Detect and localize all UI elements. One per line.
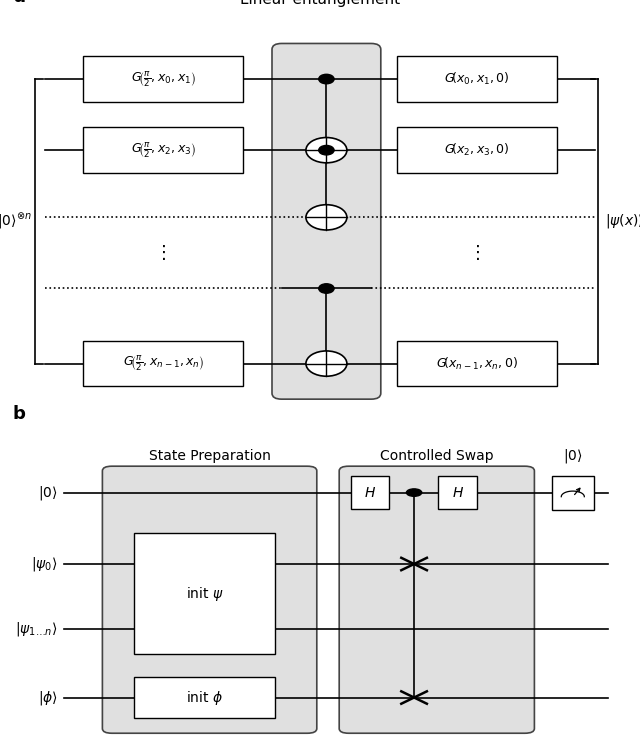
Text: $H$: $H$ bbox=[364, 485, 376, 499]
Text: b: b bbox=[13, 405, 26, 423]
Text: $G\!\left(\frac{\pi}{2},x_2,x_3\right)$: $G\!\left(\frac{\pi}{2},x_2,x_3\right)$ bbox=[131, 141, 196, 160]
Circle shape bbox=[306, 205, 347, 230]
Text: $G\!\left(\frac{\pi}{2},x_0,x_1\right)$: $G\!\left(\frac{\pi}{2},x_0,x_1\right)$ bbox=[131, 70, 196, 89]
Bar bbox=[83, 56, 243, 102]
Text: $|\psi_0\rangle$: $|\psi_0\rangle$ bbox=[31, 555, 58, 573]
Bar bbox=[397, 56, 557, 102]
Bar bbox=[83, 127, 243, 173]
Bar bbox=[438, 476, 477, 509]
Text: Controlled Swap: Controlled Swap bbox=[380, 449, 493, 463]
Circle shape bbox=[319, 145, 334, 155]
Text: $G\!\left(x_2,x_3,0\right)$: $G\!\left(x_2,x_3,0\right)$ bbox=[444, 142, 509, 159]
Text: $|0\rangle^{\otimes n}$: $|0\rangle^{\otimes n}$ bbox=[0, 211, 32, 231]
Bar bbox=[552, 476, 593, 510]
FancyBboxPatch shape bbox=[102, 466, 317, 734]
Text: $|0\rangle$: $|0\rangle$ bbox=[38, 484, 58, 502]
Text: $G\!\left(x_0,x_1,0\right)$: $G\!\left(x_0,x_1,0\right)$ bbox=[444, 71, 509, 87]
Text: $G\!\left(x_{n-1},x_n,0\right)$: $G\!\left(x_{n-1},x_n,0\right)$ bbox=[436, 356, 518, 372]
Bar bbox=[397, 127, 557, 173]
Text: $|0\rangle$: $|0\rangle$ bbox=[563, 447, 582, 465]
Circle shape bbox=[406, 489, 422, 496]
Circle shape bbox=[319, 284, 334, 293]
Text: $|\psi(x)\rangle$: $|\psi(x)\rangle$ bbox=[605, 213, 640, 230]
Bar bbox=[134, 533, 275, 654]
Text: State Preparation: State Preparation bbox=[148, 449, 271, 463]
Text: $|\phi\rangle$: $|\phi\rangle$ bbox=[38, 688, 58, 706]
Text: $H$: $H$ bbox=[452, 485, 463, 499]
FancyBboxPatch shape bbox=[272, 44, 381, 399]
Text: $\vdots$: $\vdots$ bbox=[154, 244, 166, 262]
Text: $|\psi_{1\ldots n}\rangle$: $|\psi_{1\ldots n}\rangle$ bbox=[15, 620, 58, 638]
Circle shape bbox=[306, 351, 347, 376]
Bar bbox=[351, 476, 389, 509]
Text: Linear entanglement: Linear entanglement bbox=[240, 0, 400, 7]
Text: init $\psi$: init $\psi$ bbox=[186, 585, 223, 602]
Text: init $\phi$: init $\phi$ bbox=[186, 688, 223, 706]
Circle shape bbox=[319, 74, 334, 84]
Circle shape bbox=[306, 138, 347, 163]
Bar bbox=[83, 341, 243, 386]
Text: $G\!\left(\frac{\pi}{2},x_{n-1},x_n\right)$: $G\!\left(\frac{\pi}{2},x_{n-1},x_n\righ… bbox=[122, 354, 204, 373]
FancyBboxPatch shape bbox=[339, 466, 534, 734]
Bar bbox=[397, 341, 557, 386]
Text: a: a bbox=[13, 0, 25, 5]
Bar bbox=[134, 677, 275, 718]
Text: $\vdots$: $\vdots$ bbox=[468, 244, 479, 262]
